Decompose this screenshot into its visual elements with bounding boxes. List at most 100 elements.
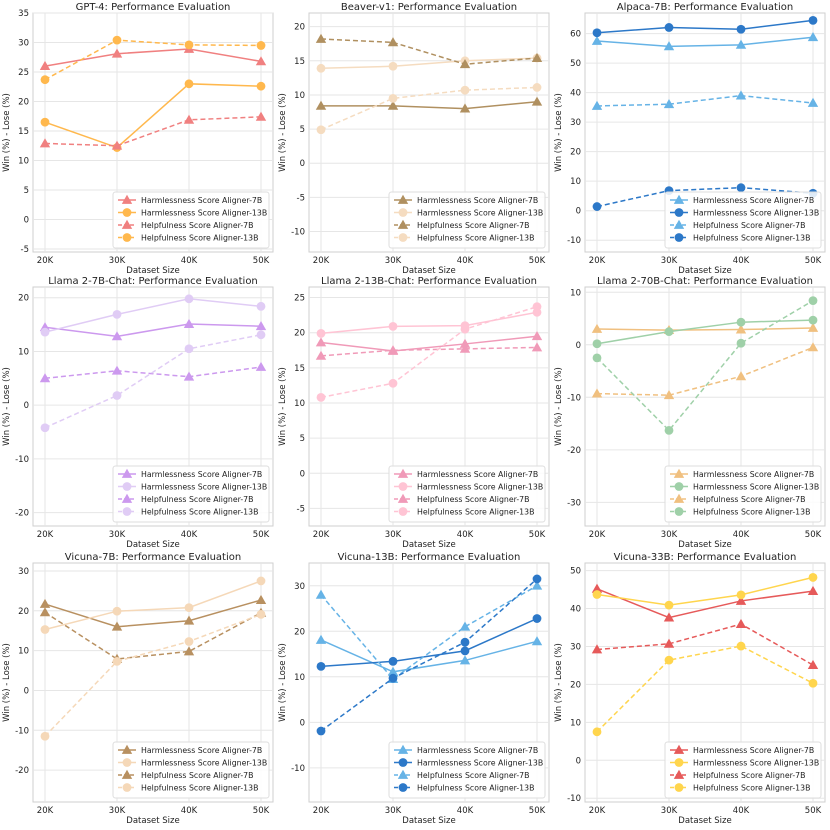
series-line: [320, 86, 538, 131]
series-3: [39, 111, 267, 150]
data-point: [111, 331, 123, 341]
y-tick-label: 0: [300, 159, 305, 169]
y-tick-label: 25: [294, 294, 305, 304]
data-point: [736, 338, 746, 348]
data-point: [735, 90, 747, 100]
series-4: [316, 574, 542, 736]
x-tick-label: 50K: [805, 256, 822, 266]
series-line: [320, 578, 538, 732]
y-tick-label: 10: [570, 288, 581, 298]
data-point: [387, 37, 399, 47]
series-line: [320, 585, 538, 681]
x-tick-label: 20K: [37, 806, 54, 816]
y-tick-label: 20: [294, 627, 305, 637]
legend-marker: [398, 758, 408, 767]
data-point: [591, 644, 603, 654]
data-point: [591, 35, 603, 45]
data-point: [459, 621, 471, 631]
data-point: [183, 371, 195, 381]
data-point: [388, 61, 398, 71]
chart-panel-4: -20 -10 0 10 20 20K 30K 40K 50K Llama 2-7B-Chat: …: [2, 276, 274, 550]
legend-box: [388, 465, 546, 523]
series-3: [591, 618, 819, 669]
x-tick-label: 50K: [805, 530, 822, 540]
legend: Harmlessness Score Aligner-7B Harmlessnes…: [388, 741, 546, 799]
legend-entry: Helpfulness Score Aligner-7B: [141, 495, 253, 504]
y-tick-label: 0: [24, 686, 29, 696]
data-point: [591, 583, 603, 593]
data-point: [315, 589, 327, 599]
data-point: [316, 125, 326, 135]
data-point: [531, 580, 543, 590]
series-3: [315, 33, 543, 69]
y-tick-label: 40: [570, 89, 581, 99]
y-tick-label: 0: [24, 401, 29, 411]
data-point: [736, 590, 746, 600]
series-line: [321, 101, 538, 110]
series-line: [596, 623, 814, 666]
data-point: [735, 39, 747, 49]
y-tick-label: 20: [570, 680, 581, 690]
legend-entry: Harmlessness Score Aligner-7B: [417, 470, 538, 479]
series-2: [40, 79, 266, 152]
y-tick-label: -20: [15, 509, 29, 519]
data-point: [808, 315, 818, 325]
data-point: [736, 24, 746, 34]
x-tick-label: 30K: [661, 806, 678, 816]
data-point: [316, 328, 326, 338]
data-point: [40, 731, 50, 741]
y-tick-label: -5: [297, 504, 305, 514]
y-axis-label: Win (%) - Lose (%): [278, 367, 288, 446]
y-tick-label: 20: [18, 98, 29, 108]
legend-marker: [121, 219, 133, 229]
legend-marker: [397, 493, 409, 503]
series-line: [596, 588, 814, 619]
y-axis-label: Win (%) - Lose (%): [554, 367, 564, 446]
y-tick-label: -10: [15, 726, 29, 736]
legend: Harmlessness Score Aligner-7B Harmlessnes…: [664, 465, 822, 523]
legend-entry: Helpfulness Score Aligner-7B: [693, 771, 805, 780]
data-point: [111, 140, 123, 150]
series-4: [592, 296, 818, 435]
legend-box: [664, 741, 822, 799]
y-tick-label: 10: [570, 718, 581, 728]
legend-marker: [397, 194, 409, 204]
data-point: [184, 344, 194, 354]
y-tick-label: -30: [567, 498, 581, 508]
chart-title: Beaver-v1: Performance Evaluation: [341, 2, 517, 13]
y-tick-label: 20: [570, 148, 581, 158]
series-line: [320, 38, 538, 65]
legend-marker: [122, 783, 132, 792]
series-4: [592, 641, 818, 737]
series-line: [596, 36, 814, 48]
data-point: [531, 331, 543, 341]
legend-box: [112, 191, 270, 249]
chart-title: Llama 2-70B-Chat: Performance Evaluation: [597, 276, 813, 287]
data-point: [184, 40, 194, 50]
chart-title: Alpaca-7B: Performance Evaluation: [617, 2, 793, 13]
legend-entry: Helpfulness Score Aligner-13B: [693, 784, 810, 793]
legend-entry: Harmlessness Score Aligner-13B: [141, 483, 267, 492]
series-line: [44, 334, 262, 429]
x-tick-label: 30K: [385, 806, 402, 816]
legend-marker: [122, 233, 132, 242]
y-tick-label: -10: [567, 236, 581, 246]
legend-box: [388, 191, 546, 249]
legend-entry: Harmlessness Score Aligner-7B: [141, 196, 262, 205]
x-axis-label: Dataset Size: [678, 540, 731, 550]
legend-marker: [121, 194, 133, 204]
x-tick-label: 20K: [37, 256, 54, 266]
data-point: [184, 294, 194, 304]
data-point: [112, 391, 122, 400]
x-tick-label: 20K: [313, 806, 330, 816]
legend-marker: [674, 482, 684, 491]
y-tick-label: 10: [294, 673, 305, 683]
y-tick-label: 30: [570, 642, 581, 652]
legend-box: [664, 191, 822, 249]
y-axis-label: Win (%) - Lose (%): [2, 643, 12, 722]
data-point: [459, 343, 471, 353]
data-point: [39, 373, 51, 383]
legend-marker: [674, 208, 684, 217]
legend-marker: [674, 758, 684, 767]
y-tick-label: 10: [18, 347, 29, 357]
